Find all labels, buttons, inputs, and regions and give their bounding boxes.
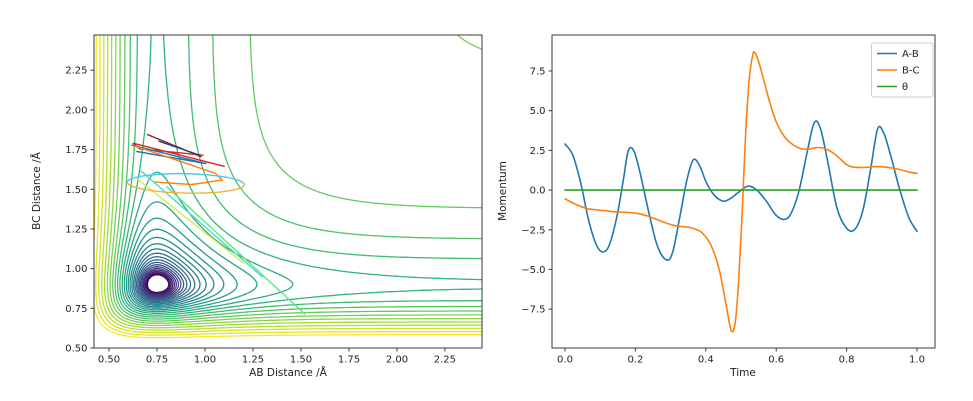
legend-label-theta: θ bbox=[902, 82, 908, 93]
svg-text:0.8: 0.8 bbox=[839, 355, 855, 366]
svg-text:0.2: 0.2 bbox=[627, 355, 643, 366]
legend-label-ab: A-B bbox=[902, 49, 919, 60]
svg-text:0.75: 0.75 bbox=[146, 355, 168, 366]
contour-plot: 0.50 0.75 1.00 1.25 1.50 1.75 2.00 2.25 0.50 0.75… bbox=[30, 34, 483, 379]
svg-text:1.50: 1.50 bbox=[65, 185, 87, 196]
legend: A-B B-C θ bbox=[871, 42, 934, 98]
svg-text:1.00: 1.00 bbox=[65, 264, 87, 275]
svg-text:1.25: 1.25 bbox=[65, 225, 87, 236]
contour-tick-marks: 0.50 0.75 1.00 1.25 1.50 1.75 2.00 2.25 0.50 0.75… bbox=[65, 66, 456, 366]
momentum-xlabel: Time bbox=[729, 367, 756, 379]
momentum-axes-frame bbox=[551, 34, 936, 349]
series-B-C bbox=[564, 51, 918, 333]
reaction-trajectory bbox=[126, 133, 306, 315]
svg-text:0.0: 0.0 bbox=[557, 355, 573, 366]
series-A-B bbox=[564, 120, 918, 261]
contour-axes-frame bbox=[93, 34, 483, 349]
svg-text:−5.0: −5.0 bbox=[521, 265, 545, 276]
svg-text:−2.5: −2.5 bbox=[521, 225, 545, 236]
svg-text:1.50: 1.50 bbox=[290, 355, 312, 366]
svg-text:0.0: 0.0 bbox=[530, 186, 546, 197]
svg-text:2.25: 2.25 bbox=[434, 355, 456, 366]
contour-xlabel: AB Distance /Å bbox=[249, 366, 328, 379]
momentum-ylabel: Momentum bbox=[497, 161, 509, 221]
svg-text:1.75: 1.75 bbox=[338, 355, 360, 366]
svg-text:2.00: 2.00 bbox=[386, 355, 408, 366]
svg-text:2.25: 2.25 bbox=[65, 66, 87, 77]
contour-ylabel: BC Distance /Å bbox=[30, 151, 43, 229]
svg-text:1.00: 1.00 bbox=[194, 355, 216, 366]
svg-text:2.5: 2.5 bbox=[530, 146, 546, 157]
svg-text:1.25: 1.25 bbox=[242, 355, 264, 366]
svg-text:0.50: 0.50 bbox=[65, 344, 87, 355]
svg-text:5.0: 5.0 bbox=[530, 106, 546, 117]
svg-text:−7.5: −7.5 bbox=[521, 305, 545, 316]
legend-box bbox=[871, 42, 934, 98]
svg-text:2.00: 2.00 bbox=[65, 105, 87, 116]
momentum-series bbox=[564, 51, 918, 333]
svg-text:0.50: 0.50 bbox=[98, 355, 120, 366]
contour-lines bbox=[93, 34, 483, 339]
svg-text:0.4: 0.4 bbox=[698, 355, 714, 366]
svg-text:0.6: 0.6 bbox=[768, 355, 784, 366]
momentum-tick-marks: 0.0 0.2 0.4 0.6 0.8 1.0 −7.5 −5.0 −2.5 0.0 2.5 5.0 7… bbox=[521, 67, 925, 366]
svg-text:7.5: 7.5 bbox=[530, 67, 546, 78]
momentum-plot: 0.0 0.2 0.4 0.6 0.8 1.0 −7.5 −5.0 −2.5 0.0 2.5 5.0 7… bbox=[497, 34, 936, 379]
legend-label-bc: B-C bbox=[902, 66, 919, 77]
svg-text:0.75: 0.75 bbox=[65, 304, 87, 315]
svg-text:1.0: 1.0 bbox=[909, 355, 925, 366]
svg-text:1.75: 1.75 bbox=[65, 145, 87, 156]
